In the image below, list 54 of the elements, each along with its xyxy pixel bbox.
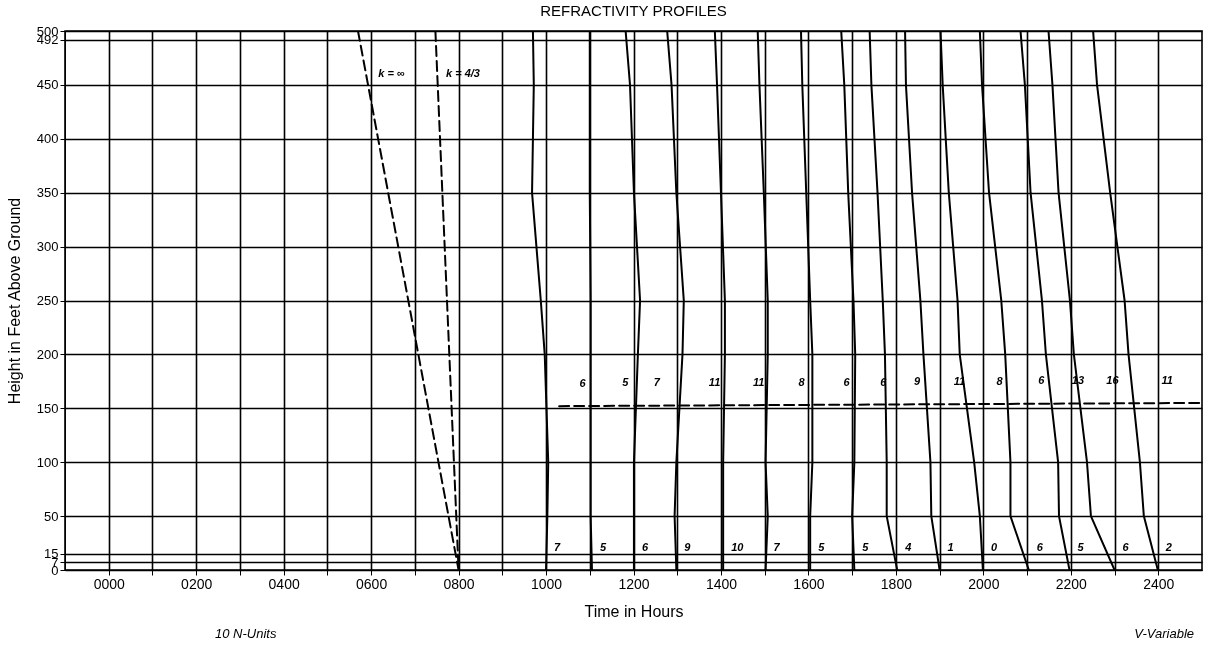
- annotation: 6: [1038, 373, 1046, 386]
- x-tick-label: 0800: [443, 575, 475, 592]
- y-tick-label: 100: [36, 454, 59, 470]
- y-axis-title: Height in Feet Above Ground: [5, 197, 23, 405]
- x-tick-label: 2000: [968, 575, 1000, 592]
- annotation: 11: [1161, 373, 1173, 386]
- x-tick-label: 0200: [181, 575, 213, 592]
- annotation: 8: [798, 376, 806, 389]
- annotation: 11: [708, 376, 721, 389]
- annotation: 5: [818, 541, 826, 553]
- x-axis-title: Time in Hours: [584, 602, 684, 620]
- x-tick-label: 0600: [356, 575, 388, 592]
- annotation: 11: [753, 376, 765, 389]
- x-tick-label: 1200: [618, 575, 650, 592]
- y-tick-label: 350: [36, 185, 59, 201]
- annotation: 6: [1122, 541, 1130, 553]
- annotation: 0: [990, 541, 998, 553]
- x-tick-label: 1600: [793, 575, 825, 592]
- annotation: 10: [731, 541, 745, 553]
- annotation: k = ∞: [378, 66, 405, 79]
- annotation: 5: [599, 541, 607, 553]
- x-tick-label: 2200: [1055, 575, 1088, 592]
- chart-title: REFRACTIVITY PROFILES: [540, 2, 727, 19]
- y-tick-label: 50: [44, 508, 59, 524]
- y-tick-label: 450: [36, 77, 59, 93]
- annotation: 6: [843, 376, 851, 389]
- annotation: 6: [641, 541, 649, 553]
- annotation: 7: [653, 376, 661, 389]
- annotation: 8: [996, 374, 1004, 387]
- annotation: 5: [1077, 541, 1085, 553]
- annotation: 5: [862, 541, 870, 553]
- x-tick-label: 1800: [880, 575, 913, 592]
- annotation: 9: [913, 374, 921, 387]
- x-tick-label: 1400: [705, 575, 738, 592]
- x-tick-label: 0400: [268, 575, 300, 592]
- annotation: 9: [684, 541, 692, 553]
- y-tick-label: 150: [36, 400, 59, 416]
- text: V-Variable: [1134, 626, 1194, 641]
- y-tick-label: 400: [36, 131, 59, 147]
- y-tick-label: 250: [36, 293, 59, 308]
- annotation: 7: [554, 541, 562, 553]
- y-tick-label: 300: [36, 239, 59, 255]
- annotation: 1: [947, 541, 954, 553]
- x-tick-label: 2400: [1143, 575, 1175, 592]
- annotation: 5: [622, 376, 630, 389]
- annotation: 4: [904, 541, 912, 553]
- annotation: 7: [773, 541, 781, 553]
- annotation: 6: [579, 377, 587, 390]
- annotation: 6: [1036, 541, 1044, 553]
- x-tick-label: 0000: [93, 575, 126, 592]
- x-tick-label: 1000: [530, 575, 563, 592]
- text: 10 N-Units: [215, 626, 277, 641]
- y-tick-label: 200: [36, 346, 59, 362]
- annotation: 2: [1164, 541, 1172, 553]
